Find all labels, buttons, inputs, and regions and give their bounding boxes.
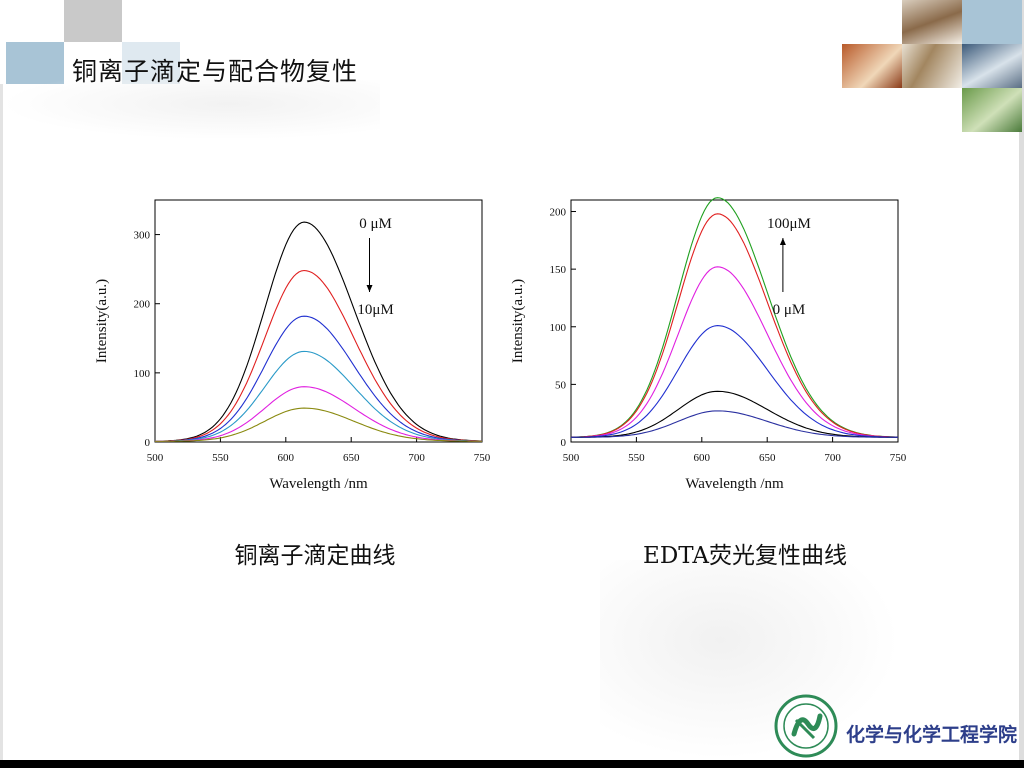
y-tick-label: 200: [134, 299, 151, 311]
photo-tile: [962, 88, 1022, 132]
series-line-4: [571, 325, 898, 438]
x-tick-label: 550: [628, 452, 645, 464]
chart-copper-titration: 500 550 600 650 700 750 0 100 200 300 Wavelength /…: [94, 199, 491, 492]
x-axis-label: Wavelength /nm: [685, 476, 784, 492]
series-line-5: [571, 390, 898, 438]
y-tick-label: 0: [145, 437, 151, 449]
series-line-2: [570, 213, 899, 438]
x-tick-label: 650: [759, 452, 776, 464]
annotation-bottom: 10μM: [357, 302, 393, 318]
plot-frame: [570, 199, 899, 443]
chart-edta-recovery: 500 550 600 650 700 750 0 50 100 150 200 Wavelength…: [510, 197, 907, 492]
x-tick-label: 750: [474, 452, 491, 464]
photo-tile: [962, 0, 1022, 44]
decor-square-blue: [6, 42, 64, 84]
series-line-6: [155, 407, 483, 442]
photo-tile: [842, 44, 902, 88]
caption-left: 铜离子滴定曲线: [234, 543, 396, 569]
y-tick-label: 300: [134, 230, 151, 242]
decor-square-light-blue: [122, 42, 180, 84]
series-line-3: [571, 266, 899, 438]
y-tick-label: 200: [550, 207, 567, 219]
series-line-2: [154, 269, 482, 442]
photo-tile: [902, 0, 962, 44]
college-name: 化学与化学工程学院: [846, 724, 1018, 746]
x-tick-label: 600: [278, 452, 295, 464]
series-line-6: [571, 410, 899, 438]
y-tick-label: 0: [561, 437, 567, 449]
footer-bar: [0, 760, 1024, 768]
y-tick-label: 100: [550, 322, 567, 334]
photo-collage: [842, 0, 1024, 134]
y-tick-label: 150: [550, 264, 567, 276]
series-line-4: [155, 350, 483, 442]
annotation-top: 100μM: [767, 216, 811, 232]
x-tick-label: 650: [343, 452, 360, 464]
right-edge-line: [1019, 0, 1024, 768]
decor-swoosh-top: [0, 80, 380, 140]
slide-title: 铜离子滴定与配合物复性: [72, 57, 359, 86]
x-axis-label: Wavelength /nm: [269, 476, 368, 492]
x-tick-label: 500: [563, 452, 580, 464]
caption-right: EDTA荧光复性曲线: [643, 543, 847, 569]
series-line-3: [155, 315, 482, 442]
x-tick-label: 600: [694, 452, 711, 464]
x-tick-label: 750: [890, 452, 907, 464]
x-tick-label: 550: [212, 452, 229, 464]
series-line-5: [155, 386, 482, 442]
series-line-1: [570, 197, 899, 438]
y-tick-label: 100: [134, 368, 151, 380]
x-tick-label: 500: [147, 452, 164, 464]
annotation-arrow-head: [779, 238, 786, 245]
decor-square-gray: [64, 0, 122, 42]
series-line-1: [155, 221, 482, 442]
photo-tile: [962, 44, 1022, 88]
plot-frame: [154, 199, 483, 443]
annotation-arrow-head: [366, 285, 373, 292]
photo-tile: [902, 44, 962, 88]
college-logo: [774, 694, 838, 758]
x-tick-label: 700: [408, 452, 425, 464]
y-tick-label: 50: [555, 379, 567, 391]
y-axis-label: Intensity(a.u.): [510, 279, 526, 363]
annotation-bottom: 0 μM: [773, 302, 806, 318]
x-tick-label: 700: [824, 452, 841, 464]
y-axis-label: Intensity(a.u.): [94, 279, 110, 363]
decor-swoosh-bottom: [600, 560, 900, 760]
annotation-top: 0 μM: [359, 216, 392, 232]
left-edge-line: [0, 84, 3, 760]
